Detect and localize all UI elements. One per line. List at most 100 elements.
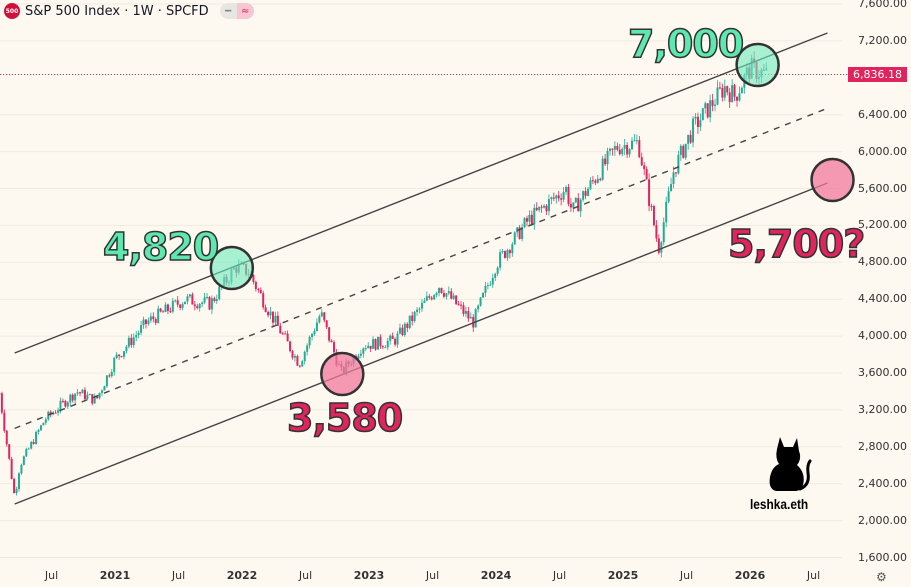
candle-body bbox=[10, 458, 13, 479]
candle bbox=[557, 191, 560, 202]
y-tick-label: 5,600.00 bbox=[858, 181, 907, 195]
y-tick-label: 2,400.00 bbox=[858, 476, 907, 490]
candle-body bbox=[525, 218, 528, 222]
candle bbox=[362, 347, 365, 358]
candle bbox=[10, 456, 13, 480]
candle bbox=[438, 287, 441, 297]
candle bbox=[152, 312, 155, 323]
chart-header: 500 S&P 500 Index · 1W · SPCFD ━ ≈ bbox=[4, 3, 254, 19]
candle-body bbox=[320, 312, 323, 317]
x-tick-label: Jul bbox=[552, 569, 567, 582]
candle bbox=[628, 148, 631, 158]
candle bbox=[301, 359, 304, 367]
candle bbox=[210, 295, 213, 315]
candle bbox=[66, 400, 69, 410]
candle bbox=[154, 317, 157, 326]
candle-body bbox=[120, 356, 123, 358]
candle-body bbox=[423, 300, 426, 303]
candle-body bbox=[203, 297, 206, 303]
candle bbox=[643, 162, 646, 176]
candle-body bbox=[408, 315, 411, 328]
candle-body bbox=[208, 296, 211, 310]
candle-body bbox=[293, 356, 296, 358]
candle-body bbox=[562, 192, 565, 200]
candle bbox=[359, 349, 362, 359]
candle-body bbox=[718, 87, 721, 89]
candle-body bbox=[577, 198, 580, 212]
candle-body bbox=[645, 169, 648, 180]
candle bbox=[538, 206, 541, 213]
candle-body bbox=[660, 242, 663, 253]
candle bbox=[692, 116, 695, 148]
candle bbox=[579, 197, 582, 217]
candle bbox=[709, 94, 712, 123]
candle bbox=[435, 291, 438, 298]
candle bbox=[594, 179, 597, 186]
candle bbox=[44, 417, 47, 426]
candle bbox=[203, 292, 206, 305]
candle bbox=[118, 354, 121, 360]
candle-body bbox=[396, 333, 399, 345]
approx-icon[interactable]: ≈ bbox=[236, 3, 254, 19]
candle bbox=[101, 389, 104, 396]
candle-body bbox=[137, 332, 140, 336]
candle bbox=[196, 303, 199, 310]
candle-body bbox=[692, 118, 695, 143]
candle-body bbox=[533, 207, 536, 225]
candle-body bbox=[455, 295, 458, 305]
candle bbox=[684, 143, 687, 160]
candle-body bbox=[281, 333, 284, 335]
candle-body bbox=[213, 298, 216, 302]
candle-body bbox=[442, 292, 445, 297]
candle bbox=[630, 137, 633, 151]
candle bbox=[494, 272, 497, 282]
candle-body bbox=[74, 393, 77, 401]
candle-body bbox=[140, 325, 143, 333]
candle-body bbox=[22, 456, 25, 465]
candle bbox=[284, 330, 287, 335]
x-tick-label: Jul bbox=[171, 569, 186, 582]
candle-body bbox=[738, 93, 741, 101]
candle bbox=[35, 430, 38, 445]
candle bbox=[318, 314, 321, 324]
indicator-toggle[interactable]: ━ ≈ bbox=[219, 3, 254, 19]
candle-body bbox=[376, 336, 379, 350]
candle-body bbox=[411, 315, 414, 322]
candle bbox=[142, 316, 145, 329]
candle bbox=[474, 307, 477, 328]
candle bbox=[411, 311, 414, 326]
candle-body bbox=[594, 180, 597, 183]
candle bbox=[577, 193, 580, 212]
candle bbox=[369, 345, 372, 352]
candle bbox=[313, 328, 316, 336]
candle bbox=[298, 365, 301, 368]
candle-body bbox=[257, 288, 260, 290]
candle-body bbox=[110, 372, 113, 377]
candle bbox=[188, 293, 191, 299]
candle-body bbox=[325, 320, 328, 328]
candle bbox=[418, 307, 421, 314]
candle bbox=[57, 407, 60, 416]
candle-body bbox=[271, 311, 274, 323]
candle-body bbox=[667, 191, 670, 202]
candle bbox=[30, 440, 33, 450]
annotation-3580: 3,580 bbox=[286, 395, 404, 441]
candle-body bbox=[386, 340, 389, 348]
candle bbox=[711, 93, 714, 112]
candle bbox=[201, 301, 204, 308]
candle-body bbox=[108, 375, 111, 377]
x-tick-label: 2025 bbox=[607, 569, 639, 582]
candle bbox=[516, 226, 519, 238]
minus-icon[interactable]: ━ bbox=[219, 3, 237, 19]
candle-body bbox=[149, 316, 152, 321]
candle-body bbox=[318, 316, 321, 323]
gear-icon[interactable]: ⚙ bbox=[876, 570, 887, 584]
candle-body bbox=[618, 149, 621, 155]
candle bbox=[626, 142, 629, 158]
candle bbox=[406, 322, 409, 333]
candle-body bbox=[728, 92, 731, 103]
candle-body bbox=[655, 225, 658, 239]
symbol-title[interactable]: S&P 500 Index · 1W · SPCFD bbox=[25, 3, 209, 19]
candle-body bbox=[545, 205, 548, 212]
